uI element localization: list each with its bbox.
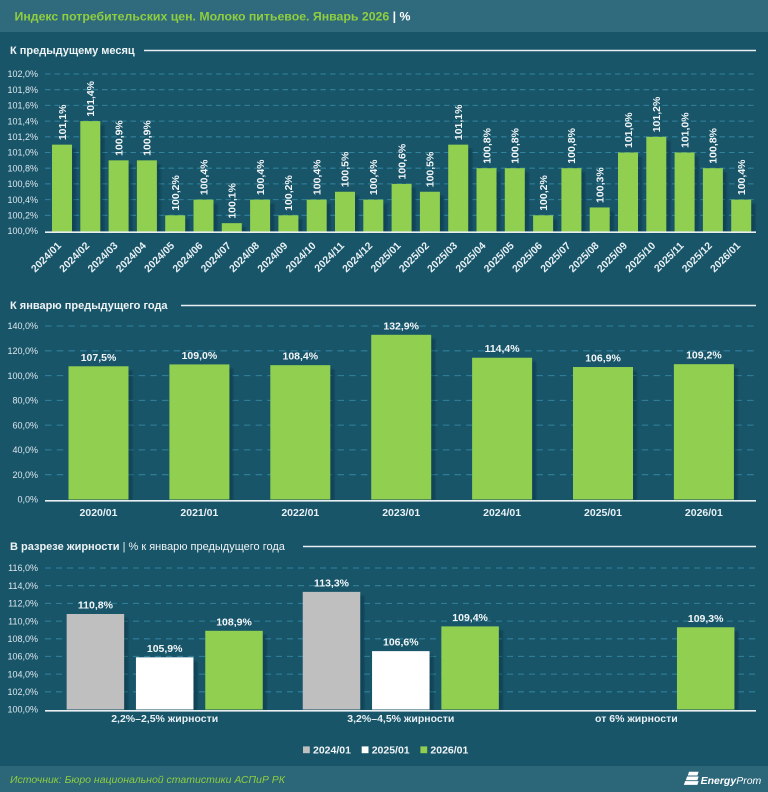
svg-text:100,8%: 100,8%	[7, 163, 38, 173]
svg-text:100,4%: 100,4%	[255, 159, 267, 195]
svg-text:2020/01: 2020/01	[80, 507, 118, 519]
svg-text:108,4%: 108,4%	[282, 351, 318, 363]
svg-text:2025/01: 2025/01	[584, 507, 622, 519]
svg-text:100,9%: 100,9%	[142, 120, 154, 156]
svg-text:100,0%: 100,0%	[7, 226, 38, 236]
svg-text:109,0%: 109,0%	[182, 350, 218, 362]
svg-text:100,6%: 100,6%	[396, 143, 408, 179]
svg-text:101,2%: 101,2%	[7, 132, 38, 142]
svg-text:100,2%: 100,2%	[170, 175, 182, 211]
svg-text:80,0%: 80,0%	[12, 396, 38, 406]
svg-text:100,8%: 100,8%	[481, 127, 493, 163]
svg-text:2021/01: 2021/01	[180, 507, 218, 519]
svg-text:101,0%: 101,0%	[7, 148, 38, 158]
svg-text:100,2%: 100,2%	[283, 175, 295, 211]
svg-text:100,8%: 100,8%	[708, 127, 720, 163]
svg-text:100,4%: 100,4%	[198, 159, 210, 195]
svg-text:100,4%: 100,4%	[736, 159, 748, 195]
svg-text:100,8%: 100,8%	[566, 127, 578, 163]
svg-text:102,0%: 102,0%	[7, 69, 38, 79]
svg-text:101,1%: 101,1%	[453, 104, 465, 140]
svg-text:20,0%: 20,0%	[12, 470, 38, 480]
svg-text:100,2%: 100,2%	[538, 175, 550, 211]
svg-text:2025/01: 2025/01	[372, 744, 410, 756]
svg-text:107,5%: 107,5%	[81, 352, 117, 364]
svg-text:В разрезе жирности | % к январ: В разрезе жирности | % к январю предыдущ…	[10, 541, 286, 553]
svg-text:101,1%: 101,1%	[57, 104, 69, 140]
svg-text:100,4%: 100,4%	[368, 159, 380, 195]
svg-text:60,0%: 60,0%	[12, 420, 38, 430]
svg-text:100,4%: 100,4%	[7, 195, 38, 205]
svg-text:40,0%: 40,0%	[12, 445, 38, 455]
svg-text:100,9%: 100,9%	[113, 120, 125, 156]
svg-text:120,0%: 120,0%	[7, 346, 38, 356]
svg-text:100,1%: 100,1%	[227, 182, 239, 218]
svg-text:101,4%: 101,4%	[85, 80, 97, 116]
svg-text:Индекс потребительских цен. Мо: Индекс потребительских цен. Молоко питье…	[15, 10, 411, 24]
svg-text:100,3%: 100,3%	[595, 167, 607, 203]
svg-text:106,6%: 106,6%	[383, 637, 419, 649]
svg-text:101,4%: 101,4%	[7, 116, 38, 126]
svg-text:108,9%: 108,9%	[216, 616, 252, 628]
svg-text:2026/01: 2026/01	[430, 744, 468, 756]
svg-text:110,8%: 110,8%	[78, 600, 114, 612]
svg-text:2024/01: 2024/01	[483, 507, 521, 519]
svg-text:104,0%: 104,0%	[7, 669, 38, 679]
svg-text:100,0%: 100,0%	[7, 705, 38, 715]
svg-text:100,5%: 100,5%	[425, 151, 437, 187]
svg-text:2,2%–2,5% жирности: 2,2%–2,5% жирности	[111, 713, 218, 725]
svg-text:100,2%: 100,2%	[7, 211, 38, 221]
svg-text:101,8%: 101,8%	[7, 85, 38, 95]
svg-text:100,5%: 100,5%	[340, 151, 352, 187]
svg-text:114,4%: 114,4%	[485, 343, 521, 355]
svg-text:100,0%: 100,0%	[7, 371, 38, 381]
svg-text:101,0%: 101,0%	[679, 112, 691, 148]
svg-text:100,8%: 100,8%	[510, 127, 522, 163]
svg-text:106,9%: 106,9%	[585, 353, 621, 365]
svg-text:2022/01: 2022/01	[281, 507, 319, 519]
svg-text:2023/01: 2023/01	[382, 507, 420, 519]
svg-text:116,0%: 116,0%	[8, 563, 38, 573]
svg-text:101,2%: 101,2%	[651, 96, 663, 132]
svg-text:140,0%: 140,0%	[7, 321, 38, 331]
svg-text:100,6%: 100,6%	[7, 179, 38, 189]
svg-text:109,3%: 109,3%	[688, 613, 724, 625]
svg-text:110,0%: 110,0%	[8, 616, 38, 626]
svg-text:113,3%: 113,3%	[314, 577, 350, 589]
svg-text:EnergyProm: EnergyProm	[701, 775, 762, 787]
svg-text:112,0%: 112,0%	[8, 599, 38, 609]
svg-text:К январю предыдущего года: К январю предыдущего года	[10, 300, 168, 312]
svg-text:3,2%–4,5% жирности: 3,2%–4,5% жирности	[347, 713, 454, 725]
svg-text:102,0%: 102,0%	[7, 687, 38, 697]
svg-text:114,0%: 114,0%	[8, 581, 38, 591]
svg-text:101,0%: 101,0%	[623, 112, 635, 148]
svg-text:К предыдущему месяц: К предыдущему месяц	[10, 45, 135, 57]
svg-text:2026/01: 2026/01	[685, 507, 723, 519]
svg-text:2024/01: 2024/01	[313, 744, 351, 756]
svg-text:108,0%: 108,0%	[7, 634, 38, 644]
svg-text:106,0%: 106,0%	[7, 652, 38, 662]
svg-text:132,9%: 132,9%	[383, 320, 419, 332]
svg-text:от 6% жирности: от 6% жирности	[595, 713, 678, 725]
svg-text:109,4%: 109,4%	[452, 612, 488, 624]
svg-text:0,0%: 0,0%	[17, 495, 38, 505]
svg-text:101,6%: 101,6%	[7, 101, 38, 111]
svg-text:109,2%: 109,2%	[686, 350, 722, 362]
svg-text:105,9%: 105,9%	[147, 643, 183, 655]
svg-text:100,4%: 100,4%	[312, 159, 324, 195]
svg-text:Источник: Бюро национальной ст: Источник: Бюро национальной статистики А…	[10, 774, 286, 786]
